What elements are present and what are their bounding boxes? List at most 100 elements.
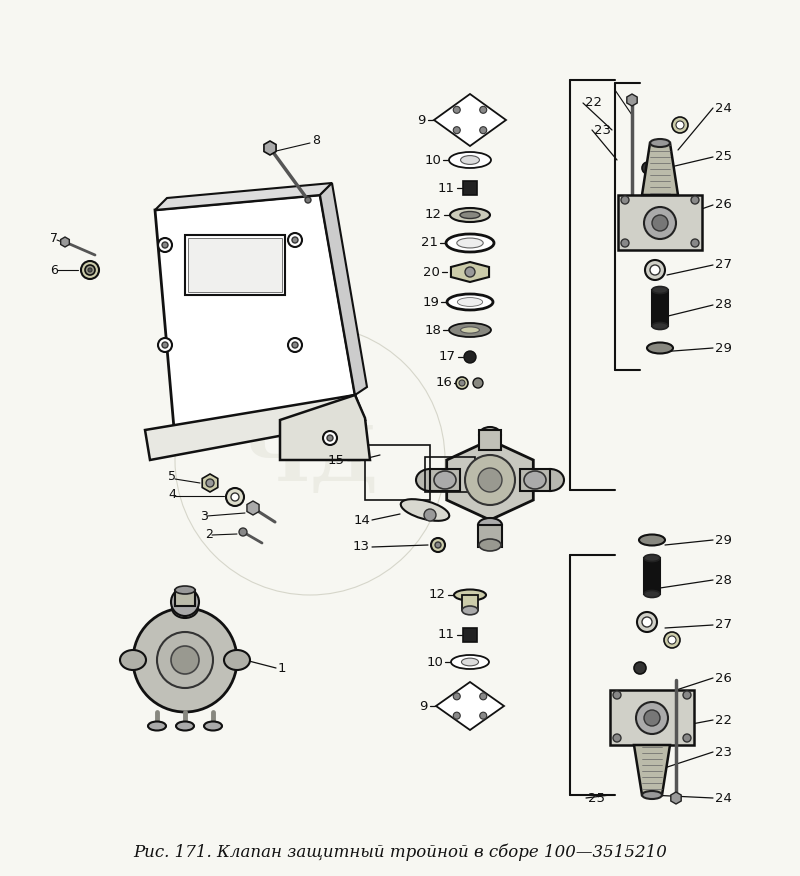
Ellipse shape [416, 469, 444, 491]
Circle shape [652, 215, 668, 231]
Circle shape [650, 265, 660, 275]
Text: 23: 23 [594, 124, 611, 137]
Polygon shape [434, 94, 506, 146]
Text: 4: 4 [168, 489, 176, 501]
Ellipse shape [172, 598, 198, 618]
Ellipse shape [446, 234, 494, 252]
Bar [188, 238, 282, 292]
Polygon shape [155, 195, 355, 440]
Text: 17: 17 [439, 350, 456, 364]
Text: 14: 14 [353, 513, 370, 526]
Circle shape [644, 710, 660, 726]
Ellipse shape [639, 534, 665, 546]
Circle shape [480, 693, 486, 700]
Ellipse shape [652, 322, 668, 329]
Polygon shape [155, 183, 332, 210]
Text: 11: 11 [438, 181, 455, 194]
Bar [462, 595, 478, 611]
Circle shape [305, 197, 311, 203]
Circle shape [642, 617, 652, 627]
Circle shape [683, 734, 691, 742]
Text: 22: 22 [585, 96, 602, 110]
Circle shape [162, 342, 168, 348]
Circle shape [158, 238, 172, 252]
Circle shape [459, 380, 465, 386]
Circle shape [668, 636, 676, 644]
Ellipse shape [479, 427, 501, 443]
Circle shape [473, 378, 483, 388]
Polygon shape [202, 474, 218, 492]
Text: 12: 12 [425, 208, 442, 222]
Circle shape [85, 265, 95, 275]
Ellipse shape [524, 471, 546, 489]
Text: 23: 23 [715, 745, 732, 759]
Text: 27: 27 [715, 618, 732, 632]
Text: 5: 5 [168, 470, 176, 484]
Text: 9: 9 [418, 114, 426, 126]
Text: 13: 13 [353, 540, 370, 554]
Text: 18: 18 [424, 323, 441, 336]
Circle shape [171, 646, 199, 674]
Ellipse shape [644, 555, 660, 562]
Text: 29: 29 [715, 533, 732, 547]
Bar [520, 469, 550, 491]
Ellipse shape [447, 294, 493, 310]
Text: 28: 28 [715, 574, 732, 587]
Ellipse shape [536, 469, 564, 491]
Polygon shape [642, 143, 678, 195]
Circle shape [637, 612, 657, 632]
Bar [644, 558, 660, 594]
Circle shape [478, 468, 502, 492]
Bar [430, 469, 460, 491]
Circle shape [691, 239, 699, 247]
Text: 2: 2 [205, 528, 213, 541]
Circle shape [691, 196, 699, 204]
Text: 8: 8 [312, 133, 320, 146]
Text: 6: 6 [50, 264, 58, 277]
Circle shape [465, 267, 475, 277]
Polygon shape [671, 792, 681, 804]
Circle shape [480, 106, 486, 113]
Bar [463, 628, 477, 642]
Text: 22: 22 [715, 713, 732, 726]
Polygon shape [280, 395, 370, 460]
Circle shape [435, 542, 441, 548]
Circle shape [157, 632, 213, 688]
Bar [175, 590, 195, 606]
Text: 20: 20 [423, 265, 440, 279]
Ellipse shape [647, 343, 673, 354]
Text: 1: 1 [278, 661, 286, 675]
Circle shape [327, 435, 333, 441]
Polygon shape [320, 183, 367, 395]
Ellipse shape [449, 152, 491, 168]
Circle shape [464, 351, 476, 363]
Bar [478, 525, 502, 547]
Circle shape [456, 377, 468, 389]
Ellipse shape [462, 606, 478, 615]
Text: 21: 21 [421, 237, 438, 250]
Text: ЧД: ЧД [241, 423, 379, 497]
Text: 15: 15 [328, 454, 345, 467]
Circle shape [454, 712, 460, 719]
Circle shape [133, 608, 237, 712]
Text: 19: 19 [422, 295, 439, 308]
Circle shape [621, 239, 629, 247]
Ellipse shape [176, 722, 194, 731]
Circle shape [231, 493, 239, 501]
Bar [185, 235, 285, 295]
Ellipse shape [642, 791, 662, 799]
Circle shape [323, 431, 337, 445]
Bar [365, 445, 430, 500]
Circle shape [288, 233, 302, 247]
Text: 29: 29 [715, 342, 732, 355]
Ellipse shape [652, 286, 668, 293]
Text: 16: 16 [435, 377, 452, 390]
Polygon shape [247, 501, 259, 515]
Ellipse shape [461, 327, 479, 333]
Circle shape [88, 268, 92, 272]
Circle shape [664, 632, 680, 648]
Text: 10: 10 [424, 153, 441, 166]
Circle shape [292, 342, 298, 348]
Ellipse shape [644, 590, 660, 597]
Circle shape [454, 693, 460, 700]
